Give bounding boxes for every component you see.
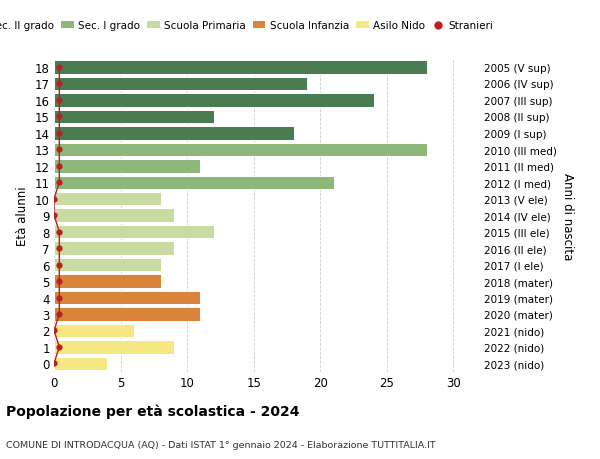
Y-axis label: Età alunni: Età alunni xyxy=(16,186,29,246)
Y-axis label: Anni di nascita: Anni di nascita xyxy=(561,172,574,259)
Bar xyxy=(54,258,161,272)
Bar xyxy=(54,274,161,288)
Bar xyxy=(54,324,134,337)
Bar xyxy=(54,160,200,173)
Text: Popolazione per età scolastica - 2024: Popolazione per età scolastica - 2024 xyxy=(6,404,299,419)
Bar xyxy=(54,94,373,107)
Bar xyxy=(54,225,214,239)
Bar xyxy=(54,242,174,255)
Bar xyxy=(54,111,214,124)
Bar xyxy=(54,143,427,157)
Bar xyxy=(54,78,307,91)
Bar xyxy=(54,61,427,75)
Bar xyxy=(54,127,293,140)
Bar xyxy=(54,291,200,305)
Text: COMUNE DI INTRODACQUA (AQ) - Dati ISTAT 1° gennaio 2024 - Elaborazione TUTTITALI: COMUNE DI INTRODACQUA (AQ) - Dati ISTAT … xyxy=(6,441,436,449)
Bar xyxy=(54,357,107,370)
Bar xyxy=(54,193,161,206)
Bar xyxy=(54,209,174,223)
Legend: Sec. II grado, Sec. I grado, Scuola Primaria, Scuola Infanzia, Asilo Nido, Stran: Sec. II grado, Sec. I grado, Scuola Prim… xyxy=(0,21,494,31)
Bar xyxy=(54,308,200,321)
Bar xyxy=(54,176,334,190)
Bar xyxy=(54,341,174,354)
